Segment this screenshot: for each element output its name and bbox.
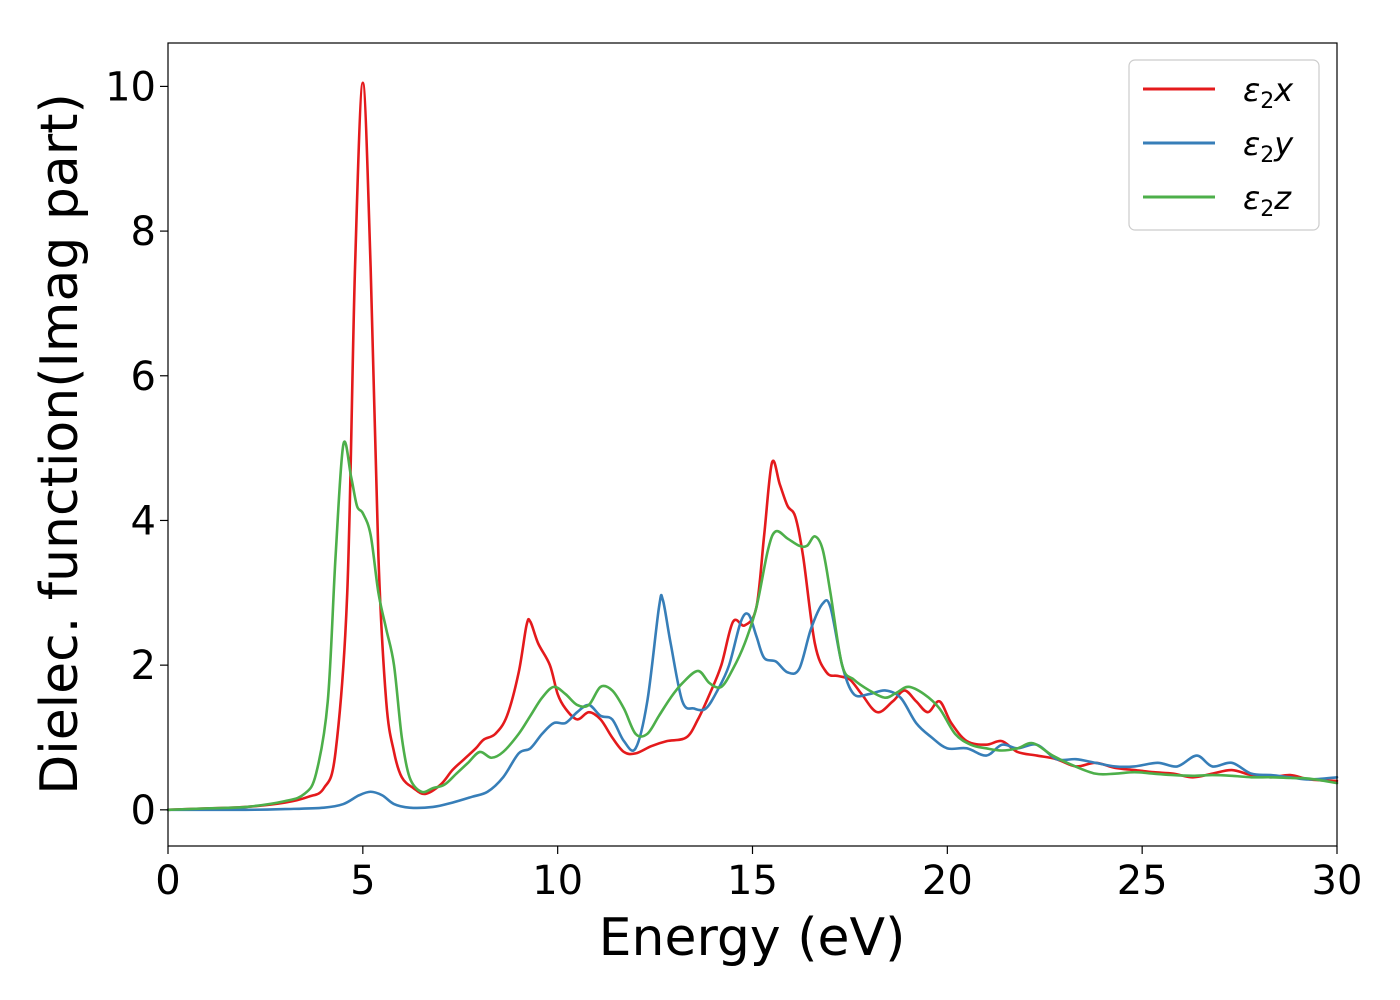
x-tick-label: 30 xyxy=(1312,858,1363,904)
legend-label-x: ε2x xyxy=(1243,71,1294,114)
y-tick-label: 4 xyxy=(131,498,156,544)
legend-box xyxy=(1128,59,1320,231)
series-line-z xyxy=(166,440,1339,812)
series-layer xyxy=(166,81,1339,812)
x-tick-label: 10 xyxy=(532,858,583,904)
x-axis: 0 5 10 15 20 25 30 xyxy=(155,846,1362,904)
x-tick-label: 5 xyxy=(350,858,375,904)
x-tick-label: 0 xyxy=(155,858,180,904)
y-tick-label: 8 xyxy=(131,209,156,255)
y-axis-label: Dielec. function(Imag part) xyxy=(30,93,90,795)
y-tick-label: 6 xyxy=(131,354,156,400)
x-axis-label: Energy (eV) xyxy=(599,908,906,968)
y-tick-label: 2 xyxy=(131,643,156,689)
x-tick-label: 20 xyxy=(922,858,973,904)
y-axis: 0 2 4 6 8 10 xyxy=(105,64,168,834)
series-line-y xyxy=(166,593,1339,812)
y-tick-label: 10 xyxy=(105,64,156,110)
x-tick-label: 25 xyxy=(1117,858,1168,904)
series-line-x xyxy=(166,81,1339,812)
y-tick-label: 0 xyxy=(131,788,156,834)
legend-label-y: ε2y xyxy=(1243,125,1294,168)
legend: ε2x ε2y ε2z xyxy=(1128,59,1320,231)
x-tick-label: 15 xyxy=(727,858,778,904)
legend-label-z: ε2z xyxy=(1243,179,1292,222)
